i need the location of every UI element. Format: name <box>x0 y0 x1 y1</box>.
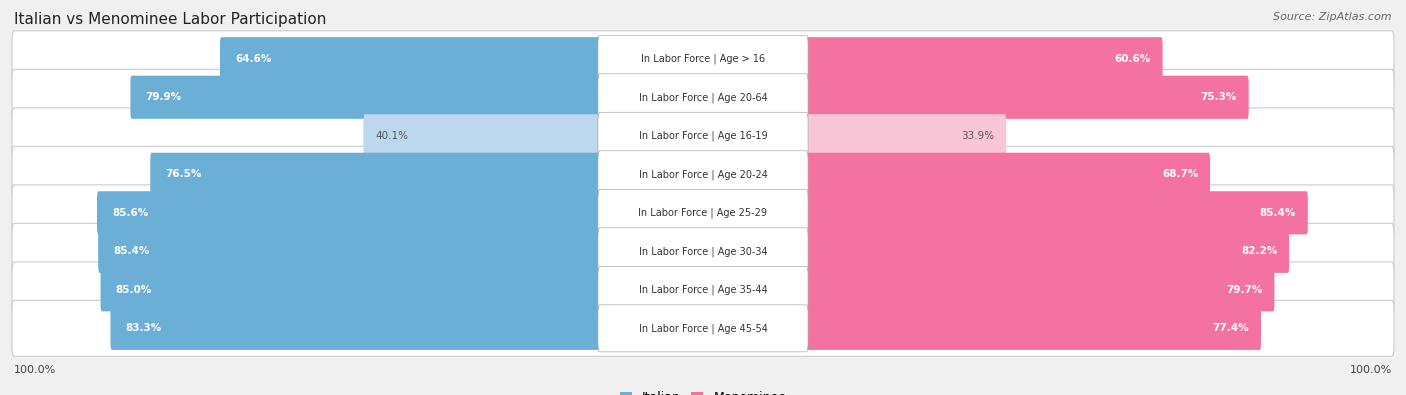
FancyBboxPatch shape <box>598 305 808 352</box>
Text: In Labor Force | Age 30-34: In Labor Force | Age 30-34 <box>638 246 768 257</box>
FancyBboxPatch shape <box>598 228 808 275</box>
Legend: Italian, Menominee: Italian, Menominee <box>614 386 792 395</box>
Text: 76.5%: 76.5% <box>166 169 202 179</box>
Text: In Labor Force | Age 20-64: In Labor Force | Age 20-64 <box>638 92 768 103</box>
Text: In Labor Force | Age 45-54: In Labor Force | Age 45-54 <box>638 323 768 334</box>
Text: Source: ZipAtlas.com: Source: ZipAtlas.com <box>1274 12 1392 22</box>
Text: 83.3%: 83.3% <box>125 324 162 333</box>
Text: 82.2%: 82.2% <box>1241 246 1278 256</box>
Text: 68.7%: 68.7% <box>1161 169 1198 179</box>
FancyBboxPatch shape <box>131 76 600 119</box>
FancyBboxPatch shape <box>13 70 1393 125</box>
FancyBboxPatch shape <box>98 230 600 273</box>
FancyBboxPatch shape <box>806 153 1211 196</box>
Text: 85.4%: 85.4% <box>114 246 149 256</box>
FancyBboxPatch shape <box>598 35 808 82</box>
FancyBboxPatch shape <box>598 112 808 159</box>
FancyBboxPatch shape <box>97 191 600 234</box>
Text: 100.0%: 100.0% <box>14 365 56 375</box>
Text: In Labor Force | Age 20-24: In Labor Force | Age 20-24 <box>638 169 768 180</box>
FancyBboxPatch shape <box>806 37 1163 80</box>
FancyBboxPatch shape <box>13 185 1393 241</box>
Text: 85.4%: 85.4% <box>1260 208 1296 218</box>
FancyBboxPatch shape <box>150 153 600 196</box>
Text: 85.6%: 85.6% <box>112 208 149 218</box>
FancyBboxPatch shape <box>111 307 600 350</box>
FancyBboxPatch shape <box>598 189 808 236</box>
FancyBboxPatch shape <box>806 230 1289 273</box>
FancyBboxPatch shape <box>364 114 600 157</box>
Text: In Labor Force | Age 35-44: In Labor Force | Age 35-44 <box>638 284 768 295</box>
Text: 60.6%: 60.6% <box>1115 54 1152 64</box>
FancyBboxPatch shape <box>13 301 1393 356</box>
FancyBboxPatch shape <box>13 262 1393 318</box>
FancyBboxPatch shape <box>100 268 600 311</box>
FancyBboxPatch shape <box>598 151 808 198</box>
FancyBboxPatch shape <box>806 191 1308 234</box>
FancyBboxPatch shape <box>806 307 1261 350</box>
Text: 33.9%: 33.9% <box>962 131 994 141</box>
Text: In Labor Force | Age 25-29: In Labor Force | Age 25-29 <box>638 207 768 218</box>
Text: Italian vs Menominee Labor Participation: Italian vs Menominee Labor Participation <box>14 12 326 27</box>
Text: 85.0%: 85.0% <box>115 285 152 295</box>
FancyBboxPatch shape <box>13 147 1393 202</box>
FancyBboxPatch shape <box>598 74 808 121</box>
FancyBboxPatch shape <box>13 224 1393 279</box>
Text: In Labor Force | Age > 16: In Labor Force | Age > 16 <box>641 53 765 64</box>
Text: 75.3%: 75.3% <box>1201 92 1237 102</box>
FancyBboxPatch shape <box>598 266 808 313</box>
Text: 40.1%: 40.1% <box>375 131 408 141</box>
Text: 64.6%: 64.6% <box>235 54 271 64</box>
FancyBboxPatch shape <box>806 114 1007 157</box>
FancyBboxPatch shape <box>806 76 1249 119</box>
Text: 79.9%: 79.9% <box>146 92 181 102</box>
Text: 77.4%: 77.4% <box>1212 324 1250 333</box>
Text: 79.7%: 79.7% <box>1226 285 1263 295</box>
FancyBboxPatch shape <box>13 108 1393 164</box>
Text: In Labor Force | Age 16-19: In Labor Force | Age 16-19 <box>638 130 768 141</box>
FancyBboxPatch shape <box>219 37 600 80</box>
FancyBboxPatch shape <box>806 268 1274 311</box>
FancyBboxPatch shape <box>13 31 1393 87</box>
Text: 100.0%: 100.0% <box>1350 365 1392 375</box>
